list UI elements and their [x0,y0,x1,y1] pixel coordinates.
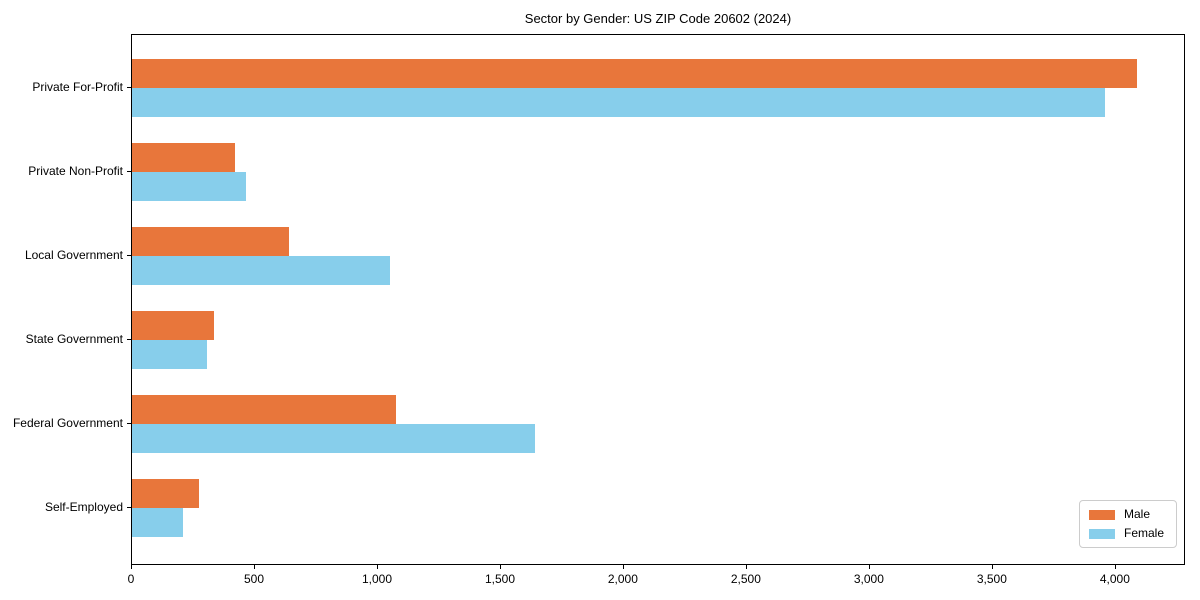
legend: Male Female [1078,500,1177,548]
y-category-label-private-for-profit: Private For-Profit [32,80,123,94]
x-tick-mark [131,565,132,569]
x-tick-label-3500: 3,500 [976,572,1007,586]
bar-female-self-employed [132,508,183,537]
bar-female-federal-government [132,424,535,453]
x-tick-label-1000: 1,000 [361,572,393,586]
y-tick-mark [127,255,131,256]
x-tick-mark [868,565,870,569]
x-tick-mark [745,565,747,569]
x-tick-mark [622,565,624,569]
bar-male-private-for-profit [132,59,1137,88]
x-tick-label-0: 0 [127,572,135,586]
y-category-label-private-non-profit: Private Non-Profit [28,164,123,178]
x-tick-label-1500: 1,500 [484,572,516,586]
bar-female-private-for-profit [132,88,1105,117]
legend-label-male: Male [1123,507,1150,521]
y-tick-mark [127,87,131,88]
bar-female-state-government [132,340,207,369]
x-tick-label-4000: 4,000 [1099,572,1130,586]
y-tick-mark [127,507,131,508]
x-tick-mark [991,565,993,569]
legend-item-female: Female [1088,526,1164,540]
x-tick-label-500: 500 [243,572,265,586]
x-tick-label-2000: 2,000 [607,572,638,586]
y-category-label-self-employed: Self-Employed [44,500,123,514]
y-tick-mark [127,171,131,172]
legend-swatch-male [1088,509,1115,520]
y-category-label-local-government: Local Government [24,248,123,262]
legend-label-female: Female [1123,526,1164,540]
y-category-label-state-government: State Government [25,332,123,346]
x-tick-label-3000: 3,000 [853,572,884,586]
bar-female-private-non-profit [132,172,246,201]
y-tick-mark [127,423,131,424]
bar-female-local-government [132,256,390,285]
x-tick-mark [377,565,378,569]
bar-male-federal-government [132,395,396,424]
x-tick-mark [500,565,501,569]
legend-swatch-female [1088,528,1115,539]
chart-title: Sector by Gender: US ZIP Code 20602 (202… [524,11,792,26]
y-category-label-federal-government: Federal Government [12,416,123,430]
plot-area: Male Female [131,34,1185,565]
x-tick-label-2500: 2,500 [730,572,761,586]
x-tick-mark [254,565,255,569]
x-tick-mark [1114,565,1116,569]
bar-male-private-non-profit [132,143,236,172]
bar-male-state-government [132,311,214,340]
legend-item-male: Male [1088,507,1164,521]
bar-male-self-employed [132,479,199,508]
y-tick-mark [127,339,131,340]
bar-male-local-government [132,227,289,256]
